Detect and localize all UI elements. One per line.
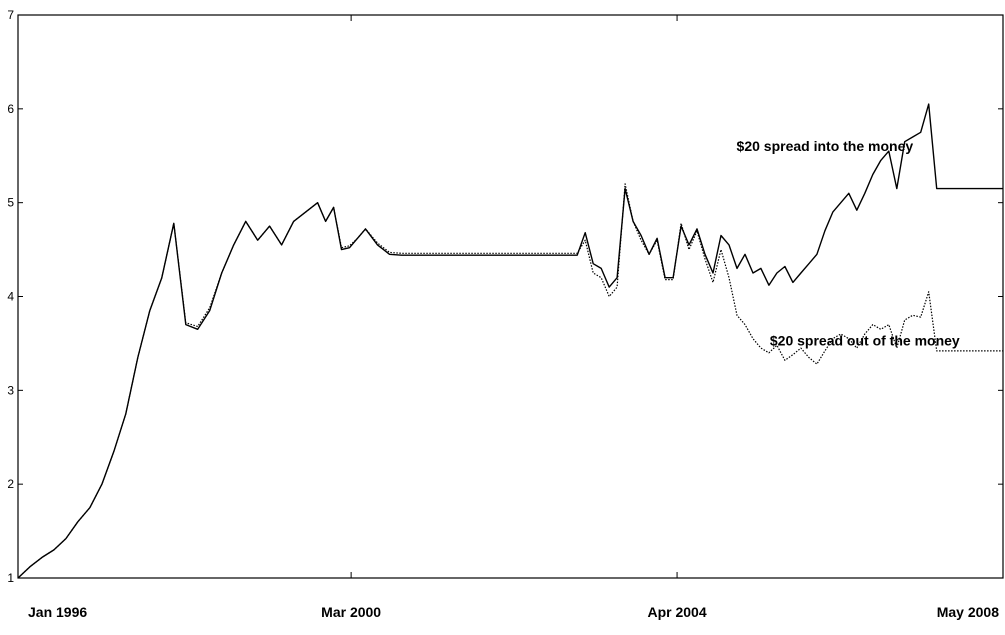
- annotation-label: $20 spread into the money: [737, 138, 914, 154]
- x-tick-label: Apr 2004: [647, 604, 706, 620]
- y-tick-label: 5: [7, 196, 14, 210]
- plot-frame: [17, 14, 1004, 579]
- annotation-label: $20 spread out of the money: [770, 332, 960, 348]
- y-tick-label: 4: [7, 290, 14, 304]
- y-tick-label: 3: [7, 383, 14, 397]
- x-tick-label: May 2008: [937, 604, 999, 620]
- annotation-layer: $20 spread into the money $20 spread out …: [737, 138, 960, 348]
- x-tick-label: Mar 2000: [321, 604, 381, 620]
- y-axis: 1 2 3 4 5 6 7: [7, 8, 1003, 585]
- x-tick-label: Jan 1996: [28, 604, 87, 620]
- y-tick-label: 1: [7, 571, 14, 585]
- x-axis: Jan 1996 Mar 2000 Apr 2004 May 2008: [17, 15, 1004, 620]
- plot-border: [17, 14, 1004, 579]
- y-tick-label: 2: [7, 477, 14, 491]
- series-line-0: [17, 103, 1003, 579]
- y-tick-label: 6: [7, 102, 14, 116]
- y-tick-label: 7: [7, 8, 14, 22]
- series-line-1: [17, 183, 1003, 579]
- series-layer: [17, 103, 1003, 579]
